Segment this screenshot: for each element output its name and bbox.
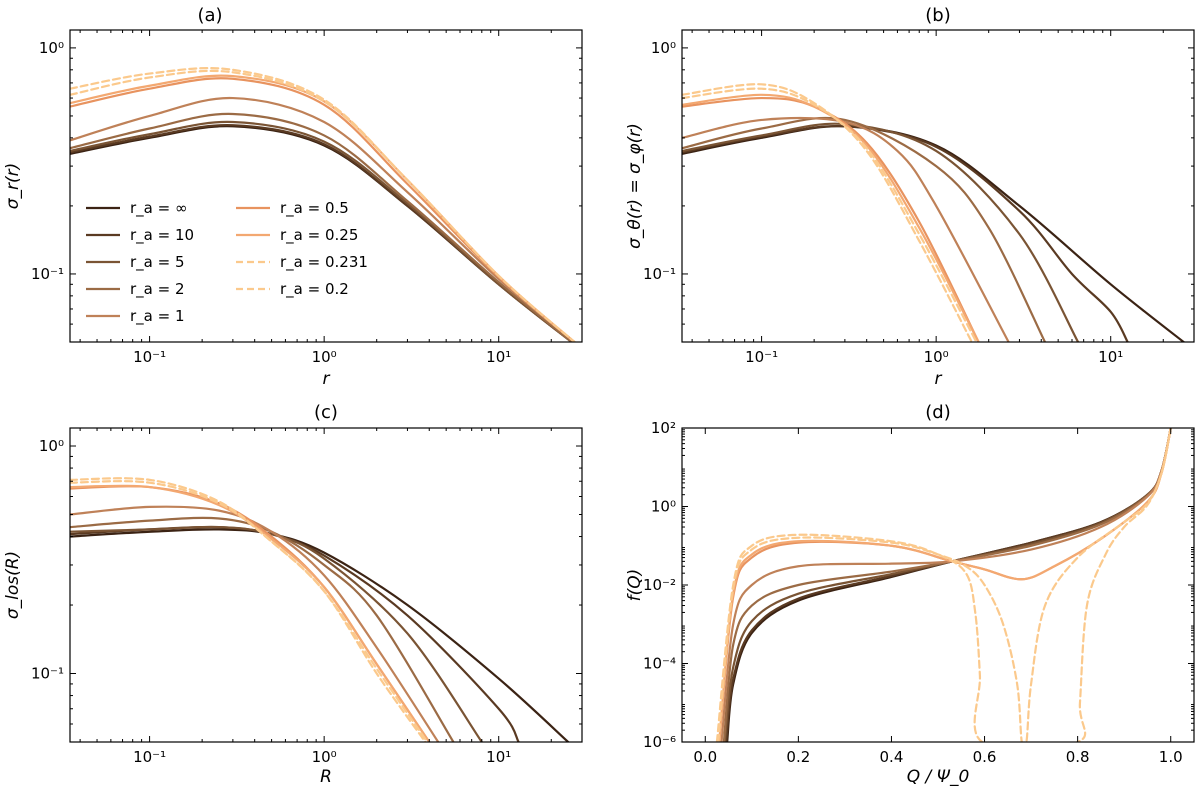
panel-d-series-line — [718, 428, 1172, 742]
panel-b: (b) 10⁻¹ 10⁰ 10¹ 10⁻¹ 10⁰ r σ_θ(r) = σ_φ(r) — [625, 5, 1195, 389]
legend-label: r_a = 0.25 — [280, 226, 358, 245]
panel-c-plot — [70, 477, 570, 742]
panel-a-xtick-label: 10⁰ — [312, 348, 337, 366]
panel-b-series-line — [682, 116, 1010, 342]
panel-a-ticks: 10⁻¹ 10⁰ 10¹ 10⁻¹ 10⁰ — [31, 30, 583, 366]
panel-c-xtick-label: 10⁰ — [312, 748, 337, 766]
panel-b-ticks: 10⁻¹ 10⁰ 10¹ 10⁻¹ 10⁰ — [643, 30, 1195, 366]
panel-c-series-line — [70, 477, 427, 742]
panel-c-xtick-label: 10¹ — [486, 748, 511, 766]
panel-b-xtick-label: 10¹ — [1098, 348, 1123, 366]
panel-d-frame — [681, 427, 1195, 743]
panel-c-series-line — [70, 484, 431, 742]
panel-d-series-line — [718, 428, 1172, 742]
panel-b-series-line — [682, 116, 1047, 342]
panel-d-xtick-label: 0.8 — [1066, 748, 1090, 766]
panel-d-xtick-label: 0.6 — [973, 748, 997, 766]
panel-c-ylabel: σ_los(R) — [3, 551, 23, 619]
panel-c-series-line — [70, 505, 440, 742]
panel-c-ytick-label: 10⁰ — [39, 437, 64, 455]
legend-label: r_a = 0.2 — [280, 280, 349, 299]
panel-b-xlabel: r — [935, 369, 943, 389]
legend-label: r_a = 0.5 — [280, 199, 349, 218]
panel-a-series-line — [70, 96, 577, 342]
legend-label: r_a = 1 — [130, 307, 185, 326]
panel-d-ytick-label: 10⁻⁶ — [643, 733, 676, 751]
legend-label: r_a = 0.231 — [280, 253, 368, 272]
panel-d-xtick-label: 0.4 — [880, 748, 904, 766]
panel-c-xlabel: R — [320, 767, 332, 787]
panel-a-series-line — [70, 120, 574, 342]
panel-d-ytick-label: 10² — [651, 419, 676, 437]
panel-b-series-line — [682, 124, 1129, 342]
panel-d-title: (d) — [925, 402, 950, 423]
legend-label: r_a = 2 — [130, 280, 185, 299]
legend-label: r_a = ∞ — [130, 199, 187, 218]
panel-a-ylabel: σ_r(r) — [3, 163, 23, 210]
panel-c-series-line — [70, 480, 429, 742]
panel-d-series-line — [726, 428, 1172, 742]
legend-label: r_a = 5 — [130, 253, 185, 272]
panel-d: (d) 0.0 0.2 0.4 0.6 0.8 1.0 10⁻⁶ 10⁻⁴ 10⁻² 10⁰ 10²… — [625, 402, 1195, 787]
panel-d-series-line — [725, 428, 1172, 742]
panel-b-series-line — [682, 125, 1186, 342]
panel-b-series-line — [682, 93, 980, 342]
panel-c: (c) 10⁻¹ 10⁰ 10¹ 10⁻¹ 10⁰ R σ_los(R) — [3, 402, 583, 787]
panel-b-xtick-label: 10⁰ — [924, 348, 949, 366]
panel-d-ytick-label: 10⁰ — [651, 498, 676, 516]
panel-b-series-line — [682, 122, 1080, 342]
panel-a-xtick-label: 10⁻¹ — [133, 348, 166, 366]
panel-d-series-line — [720, 428, 1172, 742]
panel-b-plot — [682, 83, 1186, 342]
panel-b-series-line — [682, 87, 978, 342]
legend: r_a = ∞ r_a = 10 r_a = 5 r_a = 2 r_a = 1 r_a … — [86, 199, 368, 326]
panel-b-title: (b) — [925, 5, 950, 26]
panel-a-ytick-label: 10⁻¹ — [31, 265, 64, 283]
panel-d-ytick-label: 10⁻⁴ — [643, 655, 676, 673]
panel-b-ylabel: σ_θ(r) = σ_φ(r) — [625, 123, 645, 249]
legend-label: r_a = 10 — [130, 226, 194, 245]
panel-b-ytick-label: 10⁰ — [651, 39, 676, 57]
panel-b-frame — [681, 29, 1195, 343]
panel-b-series-line — [682, 83, 973, 342]
panel-a-ytick-label: 10⁰ — [39, 39, 64, 57]
panel-b-series-line — [682, 96, 980, 342]
panel-c-xtick-label: 10⁻¹ — [133, 748, 166, 766]
panel-a-title: (a) — [197, 5, 222, 26]
panel-d-xlabel: Q / Ψ_0 — [907, 767, 970, 787]
panel-d-xtick-label: 1.0 — [1159, 748, 1183, 766]
panel-d-series-line — [723, 428, 1172, 742]
panel-a-series-line — [70, 67, 577, 342]
panel-d-xtick-label: 0.0 — [693, 748, 717, 766]
panel-a-series-line — [70, 112, 574, 342]
panel-b-ytick-label: 10⁻¹ — [643, 265, 676, 283]
panel-c-series-line — [70, 525, 483, 742]
panel-d-ticks: 0.0 0.2 0.4 0.6 0.8 1.0 10⁻⁶ 10⁻⁴ 10⁻² 10⁰ 10² — [643, 419, 1194, 766]
panel-b-xtick-label: 10⁻¹ — [745, 348, 778, 366]
panel-d-series-line — [722, 428, 1172, 742]
panel-c-frame — [69, 427, 583, 743]
panel-c-series-line — [70, 516, 455, 742]
panel-a-xlabel: r — [323, 369, 331, 389]
panel-d-series-line — [717, 428, 1172, 742]
panel-a-plot — [70, 67, 577, 342]
panel-a-frame — [69, 29, 583, 343]
panel-d-series-line — [715, 428, 1172, 742]
panel-a-xtick-label: 10¹ — [486, 348, 511, 366]
panel-c-ytick-label: 10⁻¹ — [31, 665, 64, 683]
panel-d-plot — [715, 428, 1172, 742]
panel-d-xtick-label: 0.2 — [786, 748, 810, 766]
panel-d-ylabel: f(Q) — [625, 569, 645, 602]
panel-c-title: (c) — [314, 402, 338, 423]
panel-d-ytick-label: 10⁻² — [643, 576, 676, 594]
panel-c-ticks: 10⁻¹ 10⁰ 10¹ 10⁻¹ 10⁰ — [31, 428, 583, 766]
panel-c-series-line — [70, 528, 570, 742]
